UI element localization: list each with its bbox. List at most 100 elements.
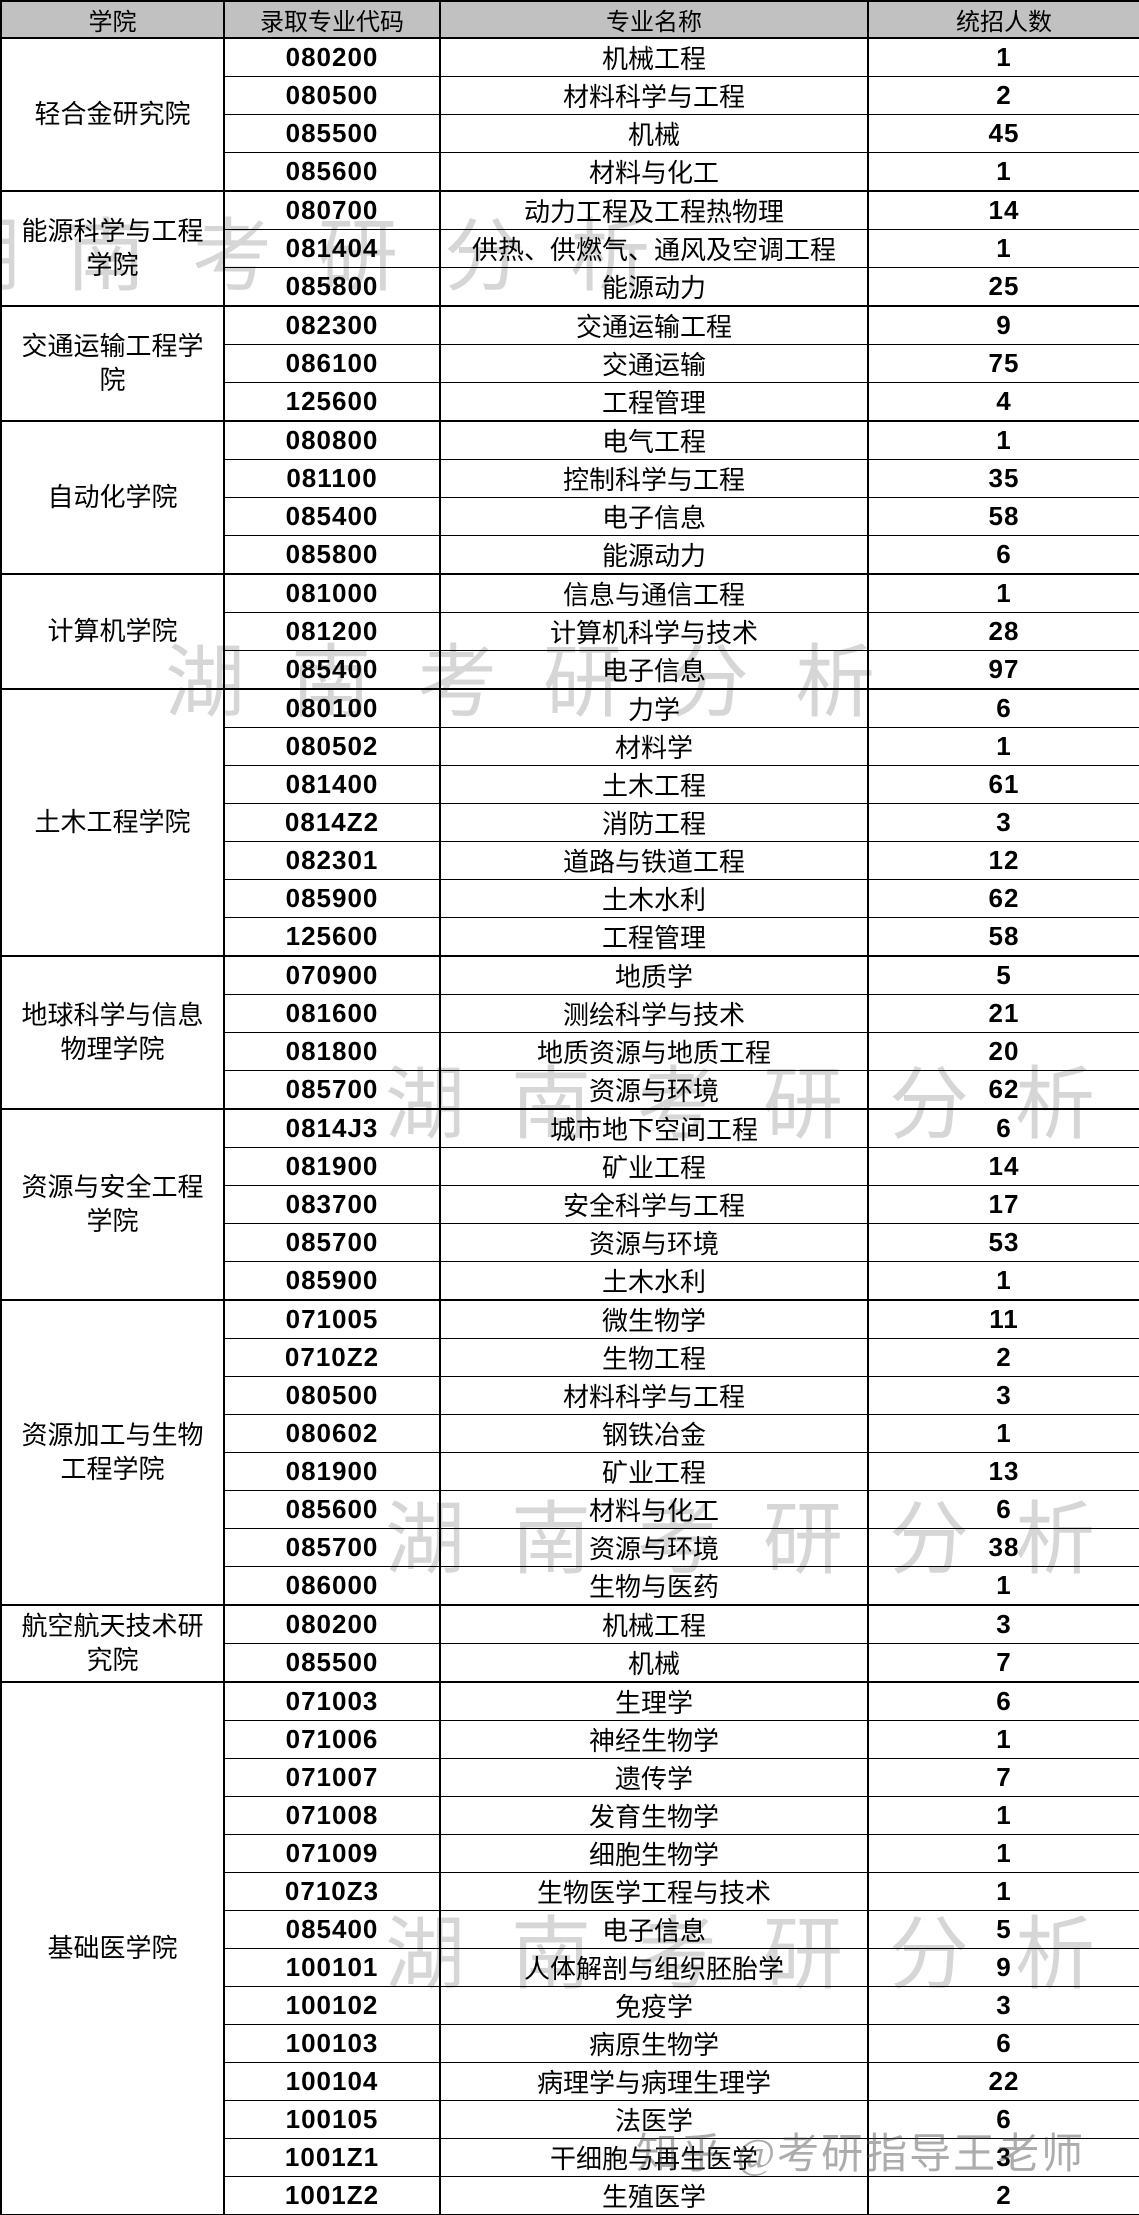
major-cell: 免疫学 [439,1986,869,2025]
college-cell: 计算机学院 [0,573,225,690]
count-cell: 7 [867,1758,1139,1797]
table-row: 125600 工程管理 4 [1,382,1139,422]
code-cell: 080500 [223,76,441,115]
code-cell: 085800 [223,267,441,307]
count-cell: 75 [867,344,1139,383]
code-cell: 080100 [223,688,441,728]
header-row: 学院 录取专业代码 专业名称 统招人数 [0,0,1139,39]
header-college: 学院 [0,0,225,39]
count-cell: 9 [867,305,1139,345]
major-cell: 资源与环境 [439,1223,869,1262]
table-row: 080602 钢铁冶金 1 [1,1414,1139,1453]
header-code: 录取专业代码 [223,0,441,39]
code-cell: 085400 [223,497,441,536]
table-row: 1001Z1 干细胞与再生医学 3 [1,2138,1139,2177]
count-cell: 14 [867,1147,1139,1186]
major-cell: 生物工程 [439,1338,869,1377]
count-cell: 1 [867,573,1139,613]
code-cell: 081900 [223,1452,441,1491]
count-cell: 6 [867,1490,1139,1529]
major-cell: 工程管理 [439,382,869,422]
count-cell: 3 [867,1376,1139,1415]
major-cell: 电气工程 [439,420,869,460]
table-row: 085800 能源动力 25 [1,267,1139,307]
major-cell: 细胞生物学 [439,1834,869,1873]
table-row: 能源科学与工程学院 080700 动力工程及工程热物理 14 [0,190,1139,307]
major-cell: 生殖医学 [439,2176,869,2215]
code-cell: 0710Z2 [223,1338,441,1377]
major-cell: 神经生物学 [439,1720,869,1759]
header-major: 专业名称 [439,0,869,39]
count-cell: 1 [867,1261,1139,1301]
count-cell: 2 [867,1338,1139,1377]
table-row: 100103 病原生物学 6 [1,2024,1139,2063]
table-row: 071007 遗传学 7 [1,1758,1139,1797]
code-cell: 082300 [223,305,441,345]
count-cell: 3 [867,1604,1139,1644]
major-cell: 测绘科学与技术 [439,994,869,1033]
major-cell: 信息与通信工程 [439,573,869,613]
code-cell: 080200 [223,1604,441,1644]
major-cell: 土木水利 [439,1261,869,1301]
code-cell: 085700 [223,1070,441,1110]
count-cell: 1 [867,229,1139,268]
table-row: 080502 材料学 1 [1,727,1139,766]
major-cell: 机械 [439,114,869,153]
major-cell: 病理学与病理生理学 [439,2062,869,2101]
count-cell: 2 [867,2176,1139,2215]
major-cell: 城市地下空间工程 [439,1108,869,1148]
major-cell: 能源动力 [439,267,869,307]
code-cell: 085500 [223,1643,441,1683]
table-row: 085700 资源与环境 38 [1,1528,1139,1567]
count-cell: 1 [867,1720,1139,1759]
table-row: 085800 能源动力 6 [1,535,1139,575]
code-cell: 080502 [223,727,441,766]
major-cell: 机械 [439,1643,869,1683]
major-cell: 交通运输 [439,344,869,383]
code-cell: 085900 [223,879,441,918]
table-row: 085400 电子信息 5 [1,1910,1139,1949]
code-cell: 081600 [223,994,441,1033]
major-cell: 动力工程及工程热物理 [439,190,869,230]
major-cell: 力学 [439,688,869,728]
major-cell: 电子信息 [439,497,869,536]
table-row: 资源与安全工程学院 0814J3 城市地下空间工程 6 [0,1108,1139,1301]
count-cell: 5 [867,1910,1139,1949]
code-cell: 081200 [223,612,441,651]
count-cell: 45 [867,114,1139,153]
major-cell: 矿业工程 [439,1452,869,1491]
count-cell: 1 [867,727,1139,766]
table-row: 086000 生物与医药 1 [1,1566,1139,1606]
count-cell: 22 [867,2062,1139,2101]
major-cell: 材料与化工 [439,152,869,192]
college-cell: 航空航天技术研究院 [0,1604,225,1683]
major-cell: 生理学 [439,1681,869,1721]
code-cell: 080800 [223,420,441,460]
code-cell: 083700 [223,1185,441,1224]
table-row: 081400 土木工程 61 [1,765,1139,804]
table-row: 基础医学院 071003 生理学 6 [0,1681,1139,2215]
table-row: 080500 材料科学与工程 3 [1,1376,1139,1415]
code-cell: 085500 [223,114,441,153]
major-cell: 资源与环境 [439,1070,869,1110]
table-row: 085400 电子信息 58 [1,497,1139,536]
code-cell: 085900 [223,1261,441,1301]
table-row: 085600 材料与化工 1 [1,152,1139,192]
code-cell: 081100 [223,459,441,498]
college-cell: 资源加工与生物工程学院 [0,1299,225,1606]
major-cell: 材料科学与工程 [439,76,869,115]
major-cell: 资源与环境 [439,1528,869,1567]
code-cell: 086000 [223,1566,441,1606]
count-cell: 1 [867,420,1139,460]
code-cell: 0814Z2 [223,803,441,842]
code-cell: 086100 [223,344,441,383]
college-cell: 土木工程学院 [0,688,225,957]
code-cell: 125600 [223,917,441,957]
major-cell: 钢铁冶金 [439,1414,869,1453]
major-cell: 土木水利 [439,879,869,918]
college-cell: 地球科学与信息物理学院 [0,955,225,1110]
count-cell: 6 [867,2024,1139,2063]
code-cell: 125600 [223,382,441,422]
major-cell: 人体解剖与组织胚胎学 [439,1948,869,1987]
major-cell: 电子信息 [439,1910,869,1949]
